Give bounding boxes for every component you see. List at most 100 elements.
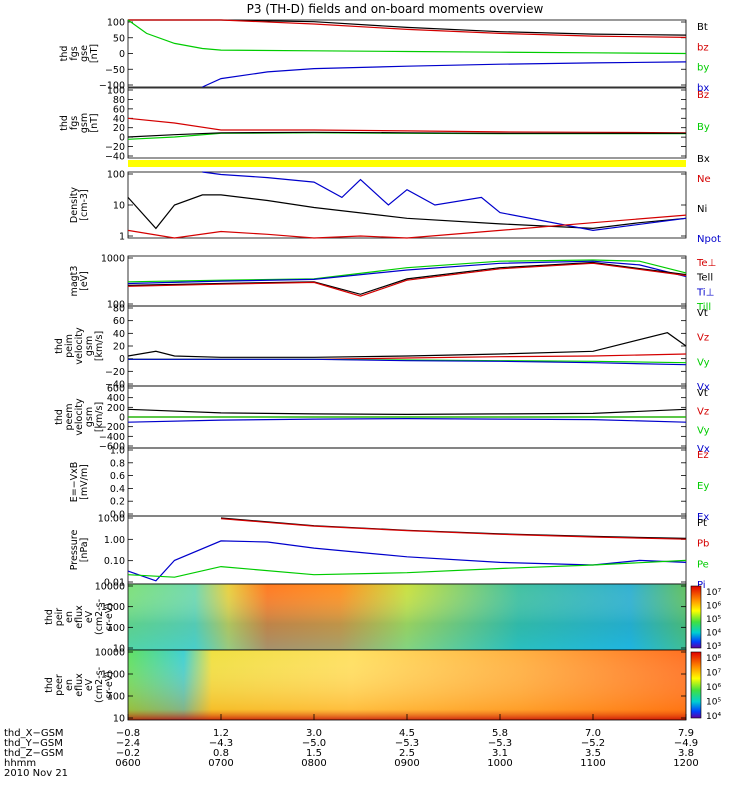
- panel-frame: [127, 305, 687, 387]
- y-tick-label: 10000: [95, 582, 125, 593]
- x-tick-label: 0600: [115, 758, 140, 769]
- y-axis-label-line: magt3: [69, 266, 80, 297]
- y-axis-label-line: peem: [64, 404, 75, 431]
- colorbar-label: 10⁴: [706, 629, 721, 639]
- x-tick-label: 0.8: [213, 748, 229, 759]
- y-tick-label: 10.00: [98, 514, 125, 525]
- y-axis-label-line: (cm2-s-: [94, 599, 105, 635]
- series-line-Tell: [127, 261, 687, 295]
- y-axis-label-line: gsm: [84, 336, 95, 356]
- x-tick-label: 1.2: [213, 728, 229, 739]
- series-line-Bt: [128, 19, 687, 36]
- series-line-Ti⊥: [127, 260, 687, 285]
- x-axis-row-label: thd_Z−GSM: [4, 748, 64, 759]
- y-tick-label: 1000: [101, 670, 125, 681]
- y-tick-label: −20: [105, 142, 125, 153]
- x-axis-row-label: hhmm: [4, 758, 36, 769]
- y-axis-label-line: eflux: [74, 673, 85, 697]
- x-tick-label: 0700: [208, 758, 233, 769]
- panel-temperature: 1000 100 magt3[eV] Te⊥ Tell Ti⊥ Till: [69, 254, 716, 314]
- x-tick-label: 5.8: [492, 728, 508, 739]
- y-axis-label-line: en: [64, 611, 75, 623]
- y-axis-label-line: gsm: [84, 407, 95, 427]
- legend-label: Ex: [697, 512, 709, 523]
- series-line-bz: [128, 19, 687, 38]
- colorbar: [690, 585, 702, 649]
- y-axis-label-line: [nT]: [89, 113, 100, 132]
- y-axis-label-line: sr-eV): [104, 671, 115, 699]
- y-axis-label: thdfgsgse[nT]: [59, 44, 100, 63]
- x-tick-label: 7.0: [585, 728, 601, 739]
- y-tick-label: 1000: [101, 254, 125, 265]
- y-axis-label-line: [nPa]: [79, 538, 90, 563]
- y-axis-label-line: thd: [59, 46, 70, 62]
- legend-label: Vz: [697, 407, 709, 418]
- y-tick-label: 1000: [101, 602, 125, 613]
- series-line-Ni: [127, 194, 687, 230]
- legend-label: by: [697, 63, 709, 74]
- y-axis-label-line: fgs: [69, 46, 80, 60]
- legend-label: Ne: [697, 174, 711, 185]
- x-tick-label: 0800: [301, 758, 326, 769]
- y-tick-label: 100: [107, 18, 125, 29]
- legend-label: By: [697, 122, 710, 133]
- x-tick-label: −5.2: [581, 738, 605, 749]
- x-tick-label: 1000: [487, 758, 512, 769]
- y-axis-label-line: gsm: [79, 113, 90, 133]
- y-tick-label: 10: [113, 644, 125, 655]
- series-line-Pt: [220, 517, 687, 539]
- legend-label: Ti⊥: [696, 287, 714, 298]
- colorbar-label: 10⁷: [706, 669, 721, 679]
- y-tick-label: 0.4: [110, 484, 125, 495]
- x-tick-label: −2.4: [116, 738, 140, 749]
- legend-label: Ni: [697, 204, 707, 215]
- legend-label: Pt: [697, 518, 707, 529]
- y-axis-label-line: Pressure: [69, 530, 80, 571]
- y-tick-label: −200: [99, 422, 125, 433]
- y-axis-label: E=−VxB[mV/m]: [69, 462, 90, 503]
- y-axis-label-line: E=−VxB: [69, 462, 80, 503]
- y-tick-label: −50: [105, 65, 125, 76]
- y-tick-label: 0.0: [110, 510, 125, 521]
- y-axis-label-line: eflux: [74, 605, 85, 629]
- y-tick-label: 0: [119, 354, 125, 365]
- series-line-Vx: [128, 358, 687, 366]
- y-axis-label-line: thd: [44, 677, 55, 693]
- y-tick-label: 600: [107, 384, 125, 395]
- y-tick-label: 0.6: [110, 471, 125, 482]
- y-axis-label-line: [km/s]: [94, 402, 105, 432]
- series-line-Vt: [127, 332, 687, 358]
- y-axis-label: thdpeemvelocitygsm[km/s]: [54, 398, 105, 436]
- colorbar-label: 10⁵: [706, 615, 721, 625]
- date-label: 2010 Nov 21: [4, 768, 68, 779]
- legend-label: bx: [697, 83, 709, 94]
- x-tick-label: −0.2: [116, 748, 140, 759]
- series-line-Te⊥: [127, 262, 687, 297]
- series-line-Vt: [127, 408, 687, 416]
- legend-label: Pe: [697, 559, 709, 570]
- panel-fgs_gse: 100 50 0 −50 −100 thdfgsgse[nT] Bt bz by bx: [59, 18, 709, 95]
- y-tick-label: 400: [107, 393, 125, 404]
- y-tick-label: 40: [113, 114, 125, 125]
- y-tick-label: 0: [119, 49, 125, 60]
- y-tick-label: 100: [107, 300, 125, 311]
- legend-label: Vx: [697, 444, 710, 455]
- y-tick-label: −400: [99, 432, 125, 443]
- legend-label: Pb: [697, 539, 709, 550]
- legend-label: Till: [696, 302, 711, 313]
- spectrogram-shade: [128, 584, 686, 650]
- x-tick-label: 1200: [673, 758, 698, 769]
- y-tick-label: 0.01: [104, 578, 125, 589]
- x-tick-label: −4.9: [674, 738, 698, 749]
- legend-label: Tell: [696, 273, 713, 284]
- y-axis-label-line: eV: [84, 678, 95, 691]
- legend-label: Vt: [697, 388, 708, 399]
- y-axis-label-line: fgs: [69, 116, 80, 130]
- y-tick-label: 1: [119, 232, 125, 243]
- panel-pressure: 10.00 1.00 0.10 0.01 Pressure[nPa] Pt Pb Pe Pi: [69, 514, 709, 592]
